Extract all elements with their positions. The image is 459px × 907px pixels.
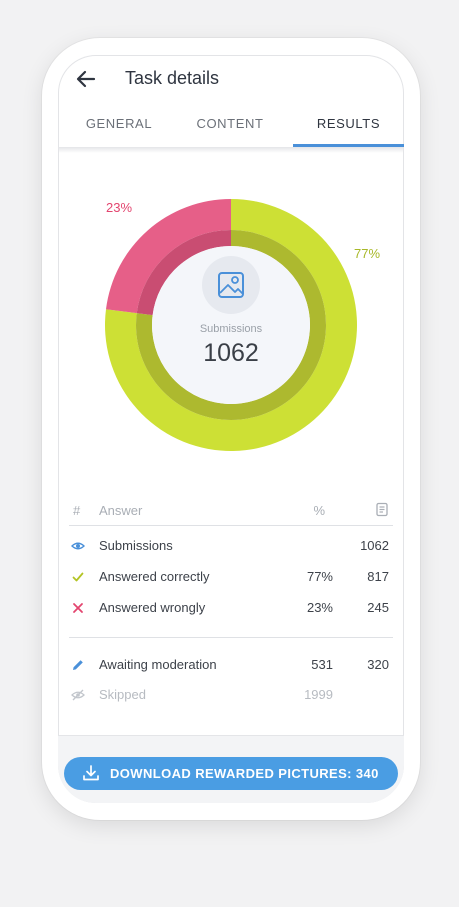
slice-label-wrong: 23% [106, 200, 133, 215]
table-row: Skipped 1999 [69, 685, 393, 707]
clipboard-icon [376, 502, 388, 517]
download-rewarded-pictures-button[interactable]: DOWNLOAD REWARDED PICTURES: 340 [64, 757, 398, 790]
header-index: # [73, 503, 81, 518]
row-count: 320 [367, 657, 389, 672]
row-percent: 1999 [304, 687, 333, 702]
slice-label-correct: 77% [354, 246, 381, 261]
center-value: 1062 [203, 339, 259, 367]
pencil-icon [71, 658, 85, 672]
row-label: Skipped [99, 687, 146, 702]
row-count: 245 [367, 600, 389, 615]
app-header: Task details [58, 55, 404, 105]
inner-ring-wrong [136, 230, 231, 316]
table-section-divider [69, 637, 393, 638]
row-label: Answered correctly [99, 569, 210, 584]
table-row: Answered wrongly 23% 245 [69, 598, 393, 620]
active-tab-indicator [293, 144, 404, 147]
table-row: Awaiting moderation 531 320 [69, 655, 393, 677]
header-count [339, 502, 389, 520]
eye-icon [70, 539, 86, 553]
tab-content[interactable]: CONTENT [196, 116, 264, 131]
row-label: Answered wrongly [99, 600, 206, 615]
image-icon-bg [202, 256, 260, 314]
row-percent: 531 [311, 657, 333, 672]
download-label: DOWNLOAD REWARDED PICTURES: 340 [110, 766, 379, 781]
table-row: Answered correctly 77% 817 [69, 567, 393, 589]
back-button[interactable] [72, 65, 100, 93]
arrow-left-icon [76, 70, 96, 88]
app-screen: Task details GENERAL CONTENT RESULTS 23%… [58, 55, 404, 803]
tab-general[interactable]: GENERAL [85, 116, 153, 131]
page-title: Task details [125, 68, 220, 88]
row-percent: 23% [306, 600, 333, 615]
check-icon [71, 570, 85, 584]
download-icon [83, 765, 99, 781]
row-label: Awaiting moderation [99, 657, 217, 672]
center-disc [152, 246, 310, 404]
row-count: 817 [367, 569, 389, 584]
header-answer: Answer [99, 503, 143, 518]
center-label: Submissions [199, 323, 263, 335]
slice-wrong [105, 199, 231, 314]
table-row: Submissions 1062 [69, 536, 393, 558]
header-percent: % [313, 503, 325, 518]
donut-chart [105, 199, 358, 451]
results-chart: 23% 77% Submissions 1062 [58, 155, 404, 495]
cross-icon [71, 601, 85, 615]
table-header: # Answer % [69, 501, 393, 523]
table-header-divider [69, 525, 393, 526]
image-icon [218, 272, 244, 298]
eye-off-icon [71, 688, 85, 702]
tabs-shadow [58, 147, 404, 153]
row-label: Submissions [99, 538, 173, 553]
tab-results[interactable]: RESULTS [316, 116, 381, 131]
row-count: 1062 [360, 538, 389, 553]
tab-bar: GENERAL CONTENT RESULTS [58, 105, 404, 147]
row-percent: 77% [306, 569, 333, 584]
